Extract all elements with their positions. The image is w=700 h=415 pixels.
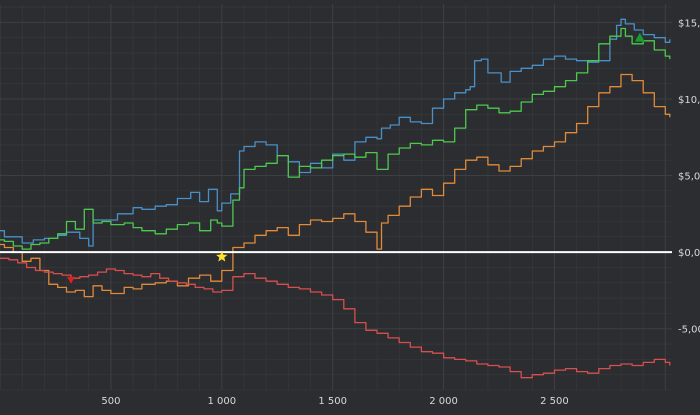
y-tick-label: $15,00	[678, 18, 700, 29]
x-tick-label: 500	[101, 396, 120, 407]
x-tick-label: 1 000	[207, 396, 236, 407]
y-tick-label: $0,00	[678, 248, 700, 259]
plot-area	[0, 4, 672, 390]
star-marker	[216, 250, 228, 262]
series-line-4	[0, 257, 671, 379]
x-tick-label: 1 500	[318, 396, 347, 407]
y-tick-label: -5,00	[678, 325, 700, 336]
series-line-3	[0, 27, 671, 250]
x-tick-label: 2 000	[429, 396, 458, 407]
low-marker	[67, 276, 75, 284]
series-line-1	[0, 18, 671, 247]
series-line-2	[0, 73, 671, 298]
x-tick-label: 2 500	[540, 396, 569, 407]
y-tick-label: $5,00	[678, 172, 700, 183]
peak-marker	[634, 32, 645, 42]
y-tick-label: $10,00	[678, 95, 700, 106]
